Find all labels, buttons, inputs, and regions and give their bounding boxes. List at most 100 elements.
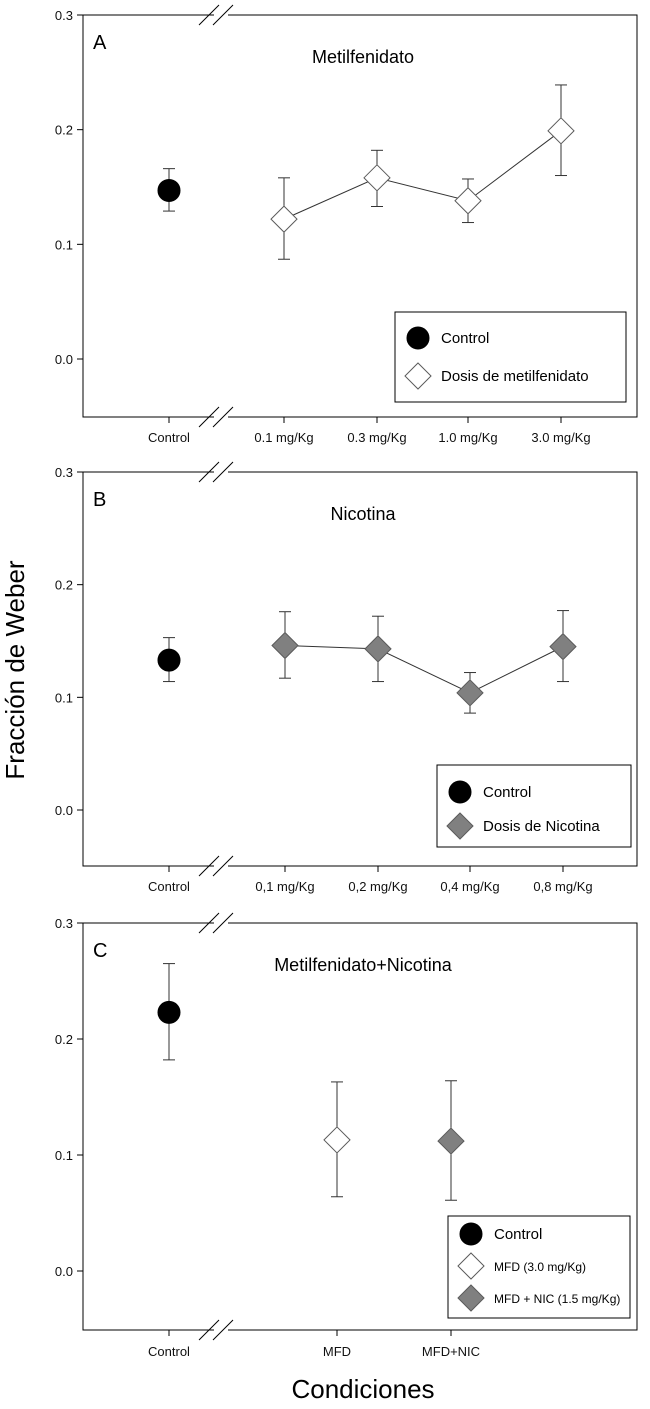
panels: 0.3 0.2 0.1 0.0 Control 0.1 mg/Kg 0.3 mg/Kg 1.0… <box>55 4 638 1359</box>
x-tick-label: MFD+NIC <box>422 1344 480 1359</box>
x-tick-label: 0,8 mg/Kg <box>533 879 592 894</box>
data-point <box>456 679 484 707</box>
legend: Control Dosis de Nicotina <box>436 764 632 848</box>
x-axis-label: Condiciones <box>291 1374 434 1404</box>
x-tick-label: Control <box>148 1344 190 1359</box>
data-point <box>549 632 577 661</box>
legend-label: Dosis de Nicotina <box>483 818 600 835</box>
series-control <box>157 963 181 1061</box>
y-tick-label: 0.0 <box>55 1264 73 1279</box>
legend-label: Control <box>494 1226 542 1243</box>
series-dosis-de-nicotina <box>271 610 577 714</box>
panel-title: Metilfenidato+Nicotina <box>274 955 453 975</box>
data-point <box>157 648 181 672</box>
legend-label: Control <box>441 330 489 347</box>
legend: Control Dosis de metilfenidato <box>394 311 627 403</box>
axis-break-gap <box>214 13 228 17</box>
legend-box <box>436 764 632 848</box>
y-tick-label: 0.0 <box>55 352 73 367</box>
y-tick-label: 0.2 <box>55 1032 73 1047</box>
x-tick-label: 0.3 mg/Kg <box>347 430 406 445</box>
legend-marker <box>404 362 432 390</box>
panel-letter: C <box>93 940 107 962</box>
series-line <box>283 130 562 220</box>
legend: Control MFD (3.0 mg/Kg) MFD + NIC (1.5 mg/… <box>447 1215 631 1319</box>
series-line <box>284 645 564 694</box>
x-tick-label: 3.0 mg/Kg <box>531 430 590 445</box>
x-tick-label: 0,4 mg/Kg <box>440 879 499 894</box>
x-tick-label: 0.1 mg/Kg <box>254 430 313 445</box>
y-tick-label: 0.2 <box>55 578 73 593</box>
x-tick-label: 0,2 mg/Kg <box>348 879 407 894</box>
axis-break-mark <box>198 461 220 483</box>
legend-marker <box>446 812 474 840</box>
series-mfd-3-0-mg-kg- <box>323 1081 351 1198</box>
series-control <box>157 637 181 683</box>
data-point <box>157 178 181 202</box>
series-mfd-nic-1-5-mg-kg- <box>437 1080 465 1201</box>
y-axis-label: Fracción de Weber <box>0 560 30 780</box>
y-tick-label: 0.3 <box>55 916 73 931</box>
y-tick-label: 0.1 <box>55 1148 73 1163</box>
axis-break-mark <box>198 855 220 877</box>
legend-marker <box>459 1222 483 1246</box>
axis-break-mark <box>212 912 234 934</box>
axis-break-mark <box>212 1319 234 1341</box>
data-point <box>547 117 575 145</box>
x-tick-label: 1.0 mg/Kg <box>438 430 497 445</box>
data-point <box>364 635 392 663</box>
plot-frame <box>82 14 638 418</box>
axis-break-gap <box>214 1328 228 1332</box>
data-point <box>323 1126 351 1154</box>
axis-break-gap <box>214 921 228 925</box>
legend-marker <box>448 780 472 804</box>
axis-break-gap <box>214 470 228 474</box>
legend-label: Control <box>483 784 531 801</box>
y-tick-label: 0.3 <box>55 8 73 23</box>
legend-marker <box>406 326 430 350</box>
panel-B: 0.3 0.2 0.1 0.0 Control 0,1 mg/Kg 0,2 mg/Kg 0,4… <box>55 461 638 894</box>
data-point <box>157 1000 181 1024</box>
panel-title: Nicotina <box>330 504 396 524</box>
panel-C: 0.3 0.2 0.1 0.0 Control MFD MFD+NIC C Metilfenid… <box>55 912 638 1359</box>
data-point <box>454 187 482 215</box>
axis-break-gap <box>214 415 228 419</box>
x-tick-label: MFD <box>323 1344 351 1359</box>
legend-marker <box>457 1252 485 1280</box>
plot-frame <box>82 922 638 1331</box>
axis-break-mark <box>212 855 234 877</box>
x-tick-label: Control <box>148 430 190 445</box>
series-control <box>157 168 181 212</box>
y-tick-label: 0.3 <box>55 465 73 480</box>
legend-box <box>394 311 627 403</box>
axis-break-mark <box>212 4 234 26</box>
axis-break-mark <box>198 406 220 428</box>
legend-marker <box>457 1284 485 1312</box>
legend-label: MFD (3.0 mg/Kg) <box>494 1260 586 1274</box>
y-tick-label: 0.1 <box>55 690 73 705</box>
series-dosis-de-metilfenidato <box>270 84 575 260</box>
y-tick-label: 0.2 <box>55 123 73 138</box>
y-tick-label: 0.0 <box>55 803 73 818</box>
x-tick-label: 0,1 mg/Kg <box>255 879 314 894</box>
panel-A: 0.3 0.2 0.1 0.0 Control 0.1 mg/Kg 0.3 mg/Kg 1.0… <box>55 4 638 445</box>
data-point <box>437 1127 465 1155</box>
data-point <box>270 205 298 233</box>
axis-break-mark <box>198 1319 220 1341</box>
axis-break-mark <box>212 461 234 483</box>
plot-frame <box>82 471 638 867</box>
panel-letter: B <box>93 489 106 511</box>
legend-label: MFD + NIC (1.5 mg/Kg) <box>494 1292 620 1306</box>
panel-letter: A <box>93 32 107 54</box>
axis-break-mark <box>212 406 234 428</box>
axis-break-mark <box>198 4 220 26</box>
y-tick-label: 0.1 <box>55 237 73 252</box>
data-point <box>271 631 299 660</box>
data-point <box>363 164 391 192</box>
panel-title: Metilfenidato <box>312 47 414 67</box>
axis-break-gap <box>214 864 228 868</box>
legend-label: Dosis de metilfenidato <box>441 368 589 385</box>
x-tick-label: Control <box>148 879 190 894</box>
axis-break-mark <box>198 912 220 934</box>
